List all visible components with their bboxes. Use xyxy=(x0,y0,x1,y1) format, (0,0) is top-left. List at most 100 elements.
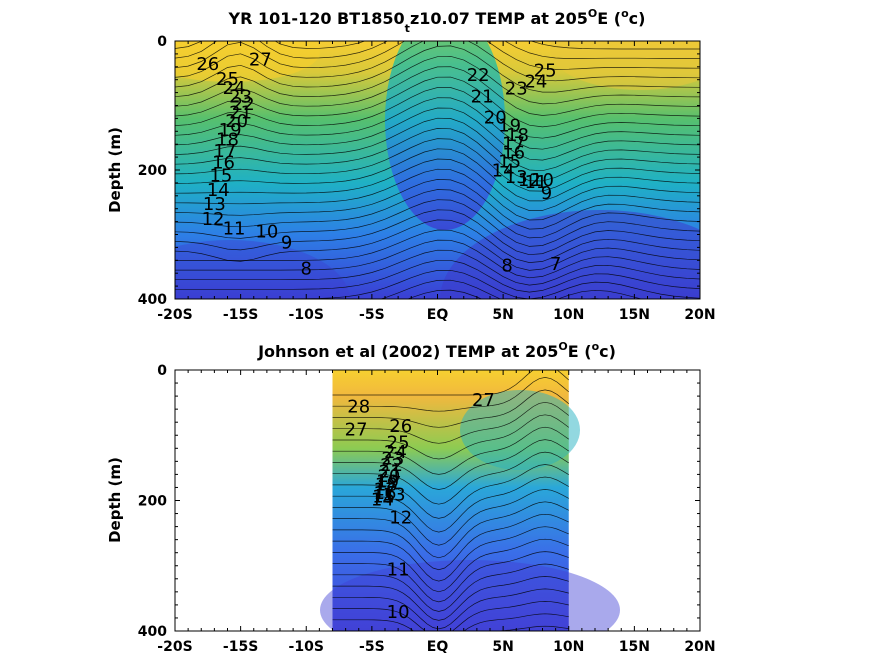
contour-label: 17 xyxy=(502,133,525,154)
contour-label: 24 xyxy=(384,442,407,463)
bottom-title: Johnson et al (2002) TEMP at 205OE (oc) xyxy=(257,340,616,361)
contour-label: 15 xyxy=(498,151,521,172)
isotherm-line xyxy=(175,97,700,150)
contour-label: 19 xyxy=(219,120,242,141)
isotherm-line xyxy=(379,279,643,299)
isotherm-line xyxy=(332,370,570,396)
x-tick-label: 5N xyxy=(492,307,513,323)
isotherm-line xyxy=(175,55,700,105)
y-tick-label: 0 xyxy=(157,363,167,379)
x-tick-label: 5N xyxy=(492,639,513,655)
contour-label: 20 xyxy=(377,466,400,487)
contour-label: 8 xyxy=(501,255,512,276)
x-tick-label: -5S xyxy=(359,307,385,323)
contour-label: 25 xyxy=(216,69,239,90)
isotherm-line xyxy=(332,439,569,490)
contour-label: 27 xyxy=(472,390,495,411)
bottom-ticks: -20S -15S -10S -5S EQ 5N 10N 15N 20N 0 200 400 xyxy=(138,363,716,655)
contour-label: 13 xyxy=(383,485,406,506)
contour-label: 23 xyxy=(229,86,252,107)
contour-label: 21 xyxy=(471,86,494,107)
isotherm-line xyxy=(332,414,570,460)
isotherm-line xyxy=(175,179,700,230)
bottom-y-axis-label: Depth (m) xyxy=(106,457,124,543)
x-tick-label: 15N xyxy=(619,307,650,323)
contour-label: 17 xyxy=(374,479,397,500)
contour-label: 11 xyxy=(387,560,410,581)
top-panel: -20S -15S -10S -5S EQ 5N 10N 15N 20N 0 200 400 26 27… xyxy=(106,7,716,323)
x-tick-label: 20N xyxy=(684,307,715,323)
isotherm-line xyxy=(175,148,700,202)
contour-label: 17 xyxy=(213,141,236,162)
contour-label: 11 xyxy=(524,172,547,193)
contour-label: 8 xyxy=(301,258,312,279)
y-tick-label: 0 xyxy=(157,34,167,50)
x-tick-label: -10S xyxy=(289,639,324,655)
contour-label: 22 xyxy=(467,65,490,86)
bottom-field xyxy=(320,370,620,631)
contour-label: 19 xyxy=(498,115,521,136)
x-tick-label: -5S xyxy=(359,639,385,655)
isotherm-line xyxy=(175,138,700,192)
contour-label: 27 xyxy=(345,419,368,440)
contour-label: 28 xyxy=(347,396,370,417)
contour-label: 16 xyxy=(374,483,397,504)
y-tick-label: 400 xyxy=(138,624,167,640)
isotherm-line xyxy=(332,389,570,428)
isotherm-line xyxy=(332,401,570,444)
contour-label: 18 xyxy=(375,475,398,496)
contour-label: 10 xyxy=(387,602,410,623)
contour-label: 24 xyxy=(524,71,547,92)
contour-label: 9 xyxy=(541,183,552,204)
isotherm-line xyxy=(332,377,570,412)
isotherm-line xyxy=(175,189,700,239)
isotherm-line xyxy=(332,563,569,612)
isotherm-line xyxy=(175,209,700,256)
isotherm-line xyxy=(175,168,700,221)
isotherm-line xyxy=(332,464,569,519)
contour-label: 21 xyxy=(229,102,252,123)
contour-label: 12 xyxy=(518,170,541,191)
isotherm-line xyxy=(332,489,569,546)
x-tick-label: -15S xyxy=(223,307,258,323)
contour-label: 18 xyxy=(216,129,239,150)
top-field xyxy=(175,41,700,299)
isotherm-line xyxy=(175,117,700,172)
isotherm-line xyxy=(175,87,700,139)
isotherm-line xyxy=(332,588,569,630)
isotherm-line xyxy=(175,259,700,293)
isotherm-line xyxy=(332,576,569,621)
isotherm-line xyxy=(175,66,700,116)
x-tick-label: 20N xyxy=(684,639,715,655)
isotherm-line xyxy=(332,613,569,631)
x-tick-label: 10N xyxy=(553,639,584,655)
top-isotherms xyxy=(175,41,700,299)
x-tick-label: 10N xyxy=(553,307,584,323)
contour-label: 20 xyxy=(484,108,507,129)
isotherm-line xyxy=(332,526,569,582)
isotherm-line xyxy=(332,476,569,533)
isotherm-line xyxy=(332,601,569,631)
contour-label: 15 xyxy=(209,166,232,187)
contour-label: 16 xyxy=(502,142,525,163)
contour-label: 23 xyxy=(381,449,404,470)
contour-label: 26 xyxy=(389,416,412,437)
isotherm-line xyxy=(332,513,569,571)
top-title: YR 101-120 BT1850tz10.07 TEMP at 205OE (… xyxy=(228,7,646,35)
contour-label: 20 xyxy=(225,111,248,132)
contour-label: 21 xyxy=(379,462,402,483)
contour-label: 14 xyxy=(371,490,394,511)
isotherm-line xyxy=(175,158,700,211)
contour-label: 14 xyxy=(207,180,230,201)
isotherm-line xyxy=(175,45,700,93)
y-tick-label: 200 xyxy=(138,163,167,179)
isotherm-line xyxy=(332,538,569,593)
isotherm-line xyxy=(332,451,569,505)
contour-label: 25 xyxy=(534,60,557,81)
contour-label: 27 xyxy=(249,50,272,71)
x-tick-label: -20S xyxy=(157,307,192,323)
